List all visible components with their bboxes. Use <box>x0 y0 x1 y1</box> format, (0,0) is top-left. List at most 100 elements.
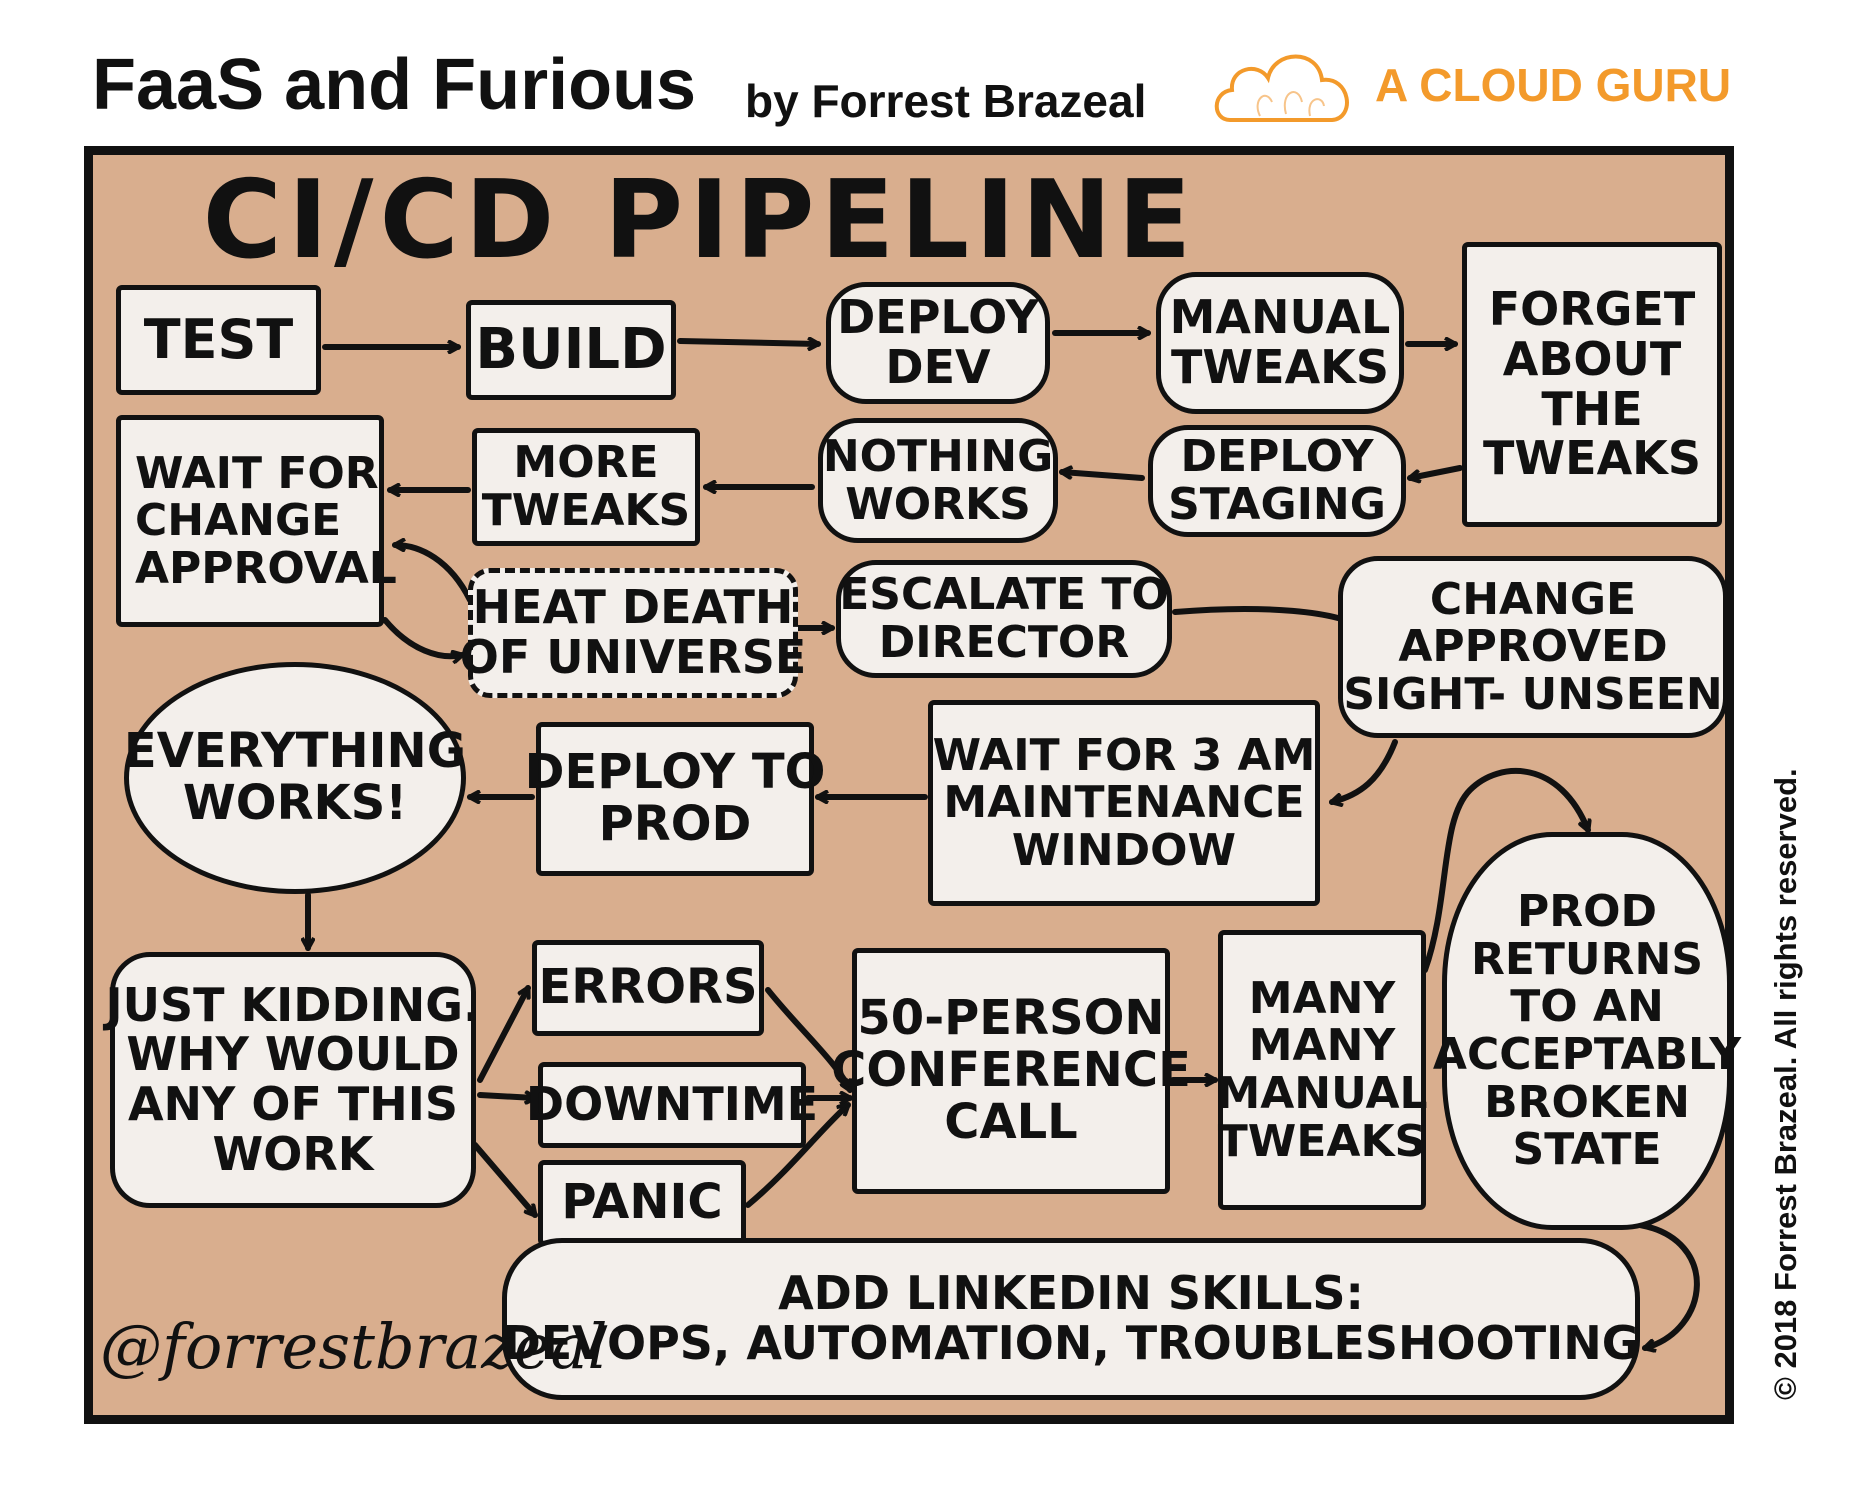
node-prod-returns-line-1: PROD <box>1516 886 1658 938</box>
node-manual-tweaks: MANUAL TWEAKS <box>1156 272 1404 414</box>
node-more-tweaks: MORE TWEAKS <box>472 428 700 546</box>
node-build-label: BUILD <box>475 316 667 382</box>
node-downtime: DOWNTIME <box>526 1062 818 1148</box>
node-everything-works-line-2: WORKS! <box>182 775 408 831</box>
node-errors-label: ERRORS <box>538 959 758 1016</box>
node-deploy-dev-line-2: DEV <box>885 340 991 394</box>
node-errors: ERRORS <box>532 940 764 1036</box>
node-wait-change-approval-line-2: CHANGE <box>135 495 342 547</box>
arrow-wait-heat <box>382 617 465 656</box>
copyright-notice: © 2018 Forrest Brazeal. All rights reser… <box>1768 768 1803 1400</box>
node-wait-3am-window: WAIT FOR 3 AM MAINTENANCE WINDOW <box>928 700 1320 906</box>
node-prod-returns-line-5: BROKEN <box>1484 1076 1690 1128</box>
node-deploy-dev: DEPLOY DEV <box>826 282 1050 404</box>
node-panic-label: PANIC <box>561 1174 723 1231</box>
node-deploy-staging-line-2: STAGING <box>1168 479 1386 530</box>
cloud-logo-icon <box>1214 54 1349 122</box>
node-heat-death-line-2: OF UNIVERSE <box>459 630 807 684</box>
node-conference-call-line-1: 50-PERSON <box>857 990 1165 1047</box>
node-nothing-works: NOTHING WORKS <box>818 418 1058 543</box>
node-many-manual-tweaks: MANY MANY MANUAL TWEAKS <box>1216 930 1428 1210</box>
node-escalate-line-1: ESCALATE TO <box>839 569 1169 621</box>
arrow-many-prod <box>1422 768 1588 973</box>
node-change-approved-line-3: SIGHT- UNSEEN <box>1343 668 1723 720</box>
node-change-approved-line-2: APPROVED <box>1398 621 1668 673</box>
node-more-tweaks-line-2: TWEAKS <box>481 485 691 536</box>
node-deploy-staging: DEPLOY STAGING <box>1148 425 1406 537</box>
node-test-label: TEST <box>143 307 294 371</box>
node-just-kidding-line-1: JUST KIDDING. <box>105 977 481 1032</box>
arrow-errors-call <box>765 987 853 1093</box>
node-wait-change-approval-line-1: WAIT FOR <box>135 447 379 499</box>
node-deploy-prod-line-1: DEPLOY TO <box>524 744 826 801</box>
arrow-build-deploydev <box>677 341 821 344</box>
node-linkedin-line-1: ADD LINKEDIN SKILLS: <box>778 1266 1364 1321</box>
node-forget-tweaks-line-1: FORGET <box>1488 282 1696 337</box>
node-manual-tweaks-line-2: TWEAKS <box>1171 340 1389 394</box>
arrow-kidding-downtime <box>477 1095 538 1098</box>
arrow-prod-linkedin <box>1637 1222 1700 1348</box>
node-prod-returns: PROD RETURNS TO AN ACCEPTABLY BROKEN STA… <box>1433 832 1741 1230</box>
node-just-kidding: JUST KIDDING. WHY WOULD ANY OF THIS WORK <box>106 952 480 1208</box>
node-many-manual-tweaks-line-1: MANY <box>1248 972 1396 1024</box>
node-just-kidding-line-4: WORK <box>212 1126 374 1181</box>
node-many-manual-tweaks-line-2: MANY <box>1248 1020 1396 1072</box>
node-panic: PANIC <box>538 1160 746 1246</box>
node-wait-change-approval-line-3: APPROVAL <box>135 542 397 594</box>
node-build: BUILD <box>466 300 676 400</box>
node-prod-returns-line-3: TO AN <box>1510 981 1664 1033</box>
node-wait-3am-line-2: MAINTENANCE <box>943 777 1305 829</box>
node-heat-death-line-1: HEAT DEATH <box>472 580 794 635</box>
node-just-kidding-line-2: WHY WOULD <box>126 1027 460 1082</box>
node-prod-returns-line-4: ACCEPTABLY <box>1432 1029 1742 1080</box>
node-prod-returns-line-2: RETURNS <box>1470 933 1704 985</box>
node-everything-works-line-1: EVERYTHING <box>123 723 467 780</box>
node-deploy-to-prod: DEPLOY TO PROD <box>525 722 825 876</box>
comic-byline: by Forrest Brazeal <box>745 75 1147 127</box>
artist-signature: @forrestbrazeal <box>100 1310 608 1383</box>
arrow-forget-staging <box>1407 465 1463 478</box>
arrow-kidding-errors <box>477 985 531 1083</box>
node-escalate-director: ESCALATE TO DIRECTOR <box>836 560 1172 678</box>
node-more-tweaks-line-1: MORE <box>513 437 659 489</box>
node-forget-tweaks: FORGET ABOUT THE TWEAKS <box>1462 242 1722 527</box>
panel-title: CI/CD PIPELINE <box>202 158 1198 283</box>
node-linkedin-skills: ADD LINKEDIN SKILLS: DEVOPS, AUTOMATION,… <box>502 1238 1640 1400</box>
logo-text: A CLOUD GURU <box>1375 59 1732 111</box>
arrow-approved-wait3am <box>1329 739 1398 802</box>
node-wait-change-approval: WAIT FOR CHANGE APPROVAL <box>116 415 397 627</box>
node-linkedin-line-2: DEVOPS, AUTOMATION, TROUBLESHOOTING <box>502 1316 1640 1370</box>
node-forget-tweaks-line-4: TWEAKS <box>1483 431 1701 486</box>
node-change-approved-line-1: CHANGE <box>1429 573 1637 625</box>
arrow-escalate-approved <box>1172 606 1368 633</box>
node-forget-tweaks-line-2: ABOUT <box>1502 331 1682 386</box>
node-deploy-staging-line-1: DEPLOY <box>1180 431 1374 483</box>
node-escalate-line-2: DIRECTOR <box>878 617 1130 668</box>
node-manual-tweaks-line-1: MANUAL <box>1169 290 1391 345</box>
arrow-staging-nothing <box>1059 472 1145 481</box>
node-prod-returns-line-6: STATE <box>1512 1124 1662 1176</box>
node-many-manual-tweaks-line-3: MANUAL <box>1216 1068 1428 1119</box>
node-conference-call-line-2: CONFERENCE <box>831 1042 1191 1099</box>
node-everything-works: EVERYTHING WORKS! <box>124 662 466 894</box>
node-wait-3am-line-3: WINDOW <box>1011 824 1237 876</box>
node-deploy-dev-line-1: DEPLOY <box>837 290 1039 345</box>
node-many-manual-tweaks-line-4: TWEAKS <box>1217 1115 1427 1167</box>
node-downtime-label: DOWNTIME <box>525 1077 819 1132</box>
node-conference-call-line-3: CALL <box>944 1093 1078 1150</box>
node-change-approved: CHANGE APPROVED SIGHT- UNSEEN <box>1338 556 1728 738</box>
arrow-panic-call <box>745 1102 851 1208</box>
node-nothing-works-line-2: WORKS <box>845 478 1031 530</box>
arrow-kidding-panic <box>472 1142 538 1218</box>
arrow-heat-wait <box>392 545 473 603</box>
comic-header-title: FaaS and Furious <box>92 45 697 125</box>
node-test: TEST <box>116 285 321 395</box>
node-deploy-prod-line-2: PROD <box>598 796 752 852</box>
node-wait-3am-line-1: WAIT FOR 3 AM <box>932 729 1316 781</box>
node-just-kidding-line-3: ANY OF THIS <box>127 1077 459 1131</box>
node-heat-death: HEAT DEATH OF UNIVERSE <box>460 568 806 698</box>
node-conference-call: 50-PERSON CONFERENCE CALL <box>831 948 1191 1194</box>
node-nothing-works-line-1: NOTHING <box>822 430 1054 482</box>
node-forget-tweaks-line-3: THE <box>1541 381 1643 436</box>
